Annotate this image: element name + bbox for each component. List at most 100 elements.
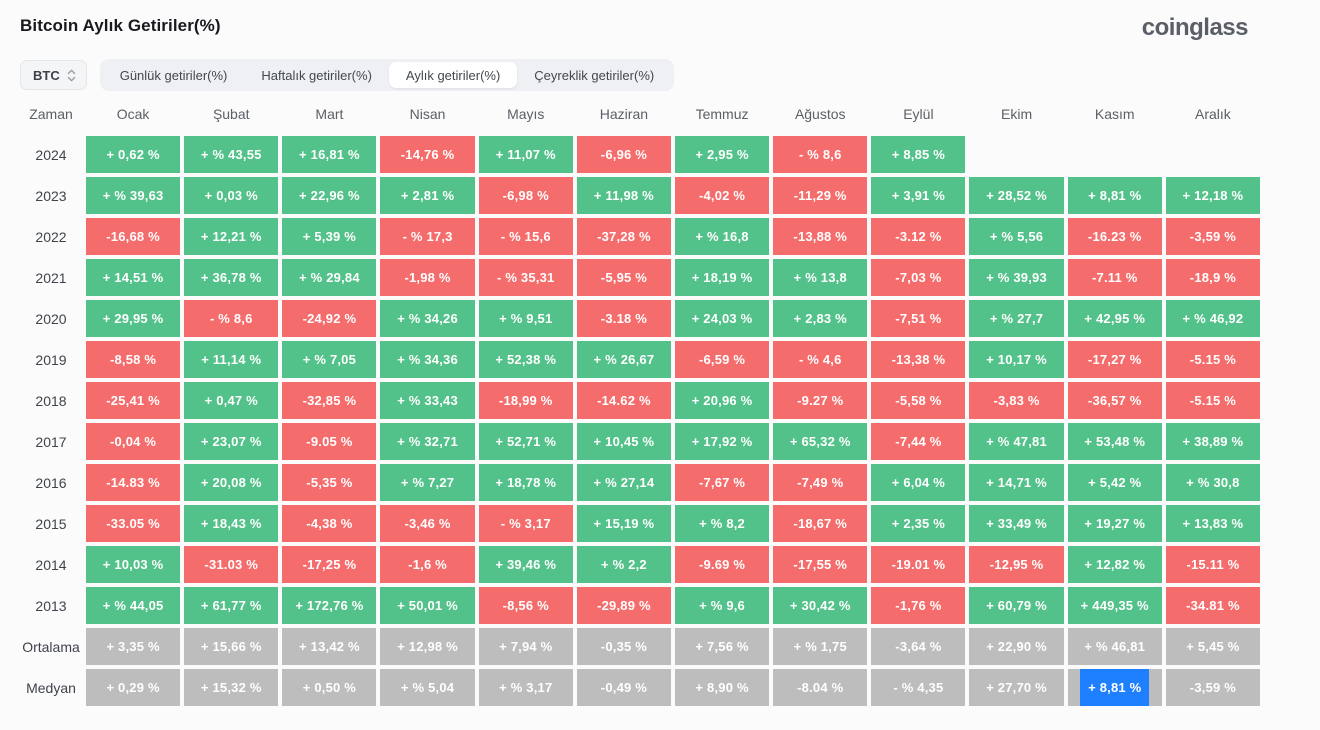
return-cell[interactable]: -18,67 % bbox=[773, 505, 868, 542]
return-cell[interactable]: + 20,96 % bbox=[674, 382, 770, 419]
return-cell[interactable]: - % 4,6 bbox=[773, 341, 868, 378]
return-cell[interactable]: -24,92 % bbox=[282, 300, 377, 337]
return-cell[interactable]: + 60,79 % bbox=[969, 587, 1064, 624]
symbol-select[interactable]: BTC bbox=[20, 60, 87, 90]
return-cell[interactable]: + 0,50 % bbox=[282, 669, 377, 706]
return-cell[interactable]: + % 33,43 bbox=[380, 382, 475, 419]
return-cell[interactable]: + % 27,7 bbox=[969, 300, 1064, 337]
return-cell[interactable]: + % 39,93 bbox=[969, 259, 1064, 296]
return-cell[interactable]: + 18,19 % bbox=[674, 259, 770, 296]
return-cell[interactable]: -16.23 % bbox=[1067, 218, 1162, 255]
return-cell[interactable]: -32,85 % bbox=[282, 382, 377, 419]
return-cell[interactable]: + 22,96 % bbox=[282, 177, 377, 214]
return-cell[interactable]: + 42,95 % bbox=[1067, 300, 1162, 337]
return-cell[interactable]: + 8,81 % bbox=[1067, 669, 1162, 706]
return-cell[interactable]: + 28,52 % bbox=[969, 177, 1064, 214]
return-cell[interactable]: -17,27 % bbox=[1067, 341, 1162, 378]
return-cell[interactable]: + % 39,63 bbox=[86, 177, 181, 214]
return-cell[interactable]: + 5,42 % bbox=[1067, 464, 1162, 501]
return-cell[interactable]: + 0,03 % bbox=[184, 177, 279, 214]
return-cell[interactable]: -14.83 % bbox=[86, 464, 181, 501]
return-cell[interactable]: -17,25 % bbox=[282, 546, 377, 583]
return-cell[interactable]: + % 5,04 bbox=[380, 669, 475, 706]
return-cell[interactable]: -34.81 % bbox=[1165, 587, 1260, 624]
return-cell[interactable]: -9.27 % bbox=[773, 382, 868, 419]
return-cell[interactable]: + % 32,71 bbox=[380, 423, 475, 460]
return-cell[interactable]: -14,76 % bbox=[380, 136, 475, 173]
return-cell[interactable]: + % 29,84 bbox=[282, 259, 377, 296]
return-cell[interactable]: + 61,77 % bbox=[184, 587, 279, 624]
return-cell[interactable]: + 22,90 % bbox=[969, 628, 1064, 665]
return-cell[interactable]: + 17,92 % bbox=[674, 423, 770, 460]
return-cell[interactable]: -8,58 % bbox=[86, 341, 181, 378]
return-cell[interactable]: -3.12 % bbox=[871, 218, 966, 255]
return-cell[interactable]: + % 44,05 bbox=[86, 587, 181, 624]
return-cell[interactable]: -19.01 % bbox=[871, 546, 966, 583]
tab-weekly-returns[interactable]: Haftalık getiriler(%) bbox=[244, 62, 389, 88]
return-cell[interactable]: - % 17,3 bbox=[380, 218, 475, 255]
return-cell[interactable]: + 12,82 % bbox=[1067, 546, 1162, 583]
return-cell[interactable]: + % 1,75 bbox=[773, 628, 868, 665]
return-cell[interactable]: -0,49 % bbox=[576, 669, 671, 706]
return-cell[interactable]: + % 9,51 bbox=[478, 300, 573, 337]
return-cell[interactable]: -4,02 % bbox=[674, 177, 770, 214]
return-cell[interactable]: -5,58 % bbox=[871, 382, 966, 419]
return-cell[interactable]: + 5,45 % bbox=[1165, 628, 1260, 665]
return-cell[interactable]: -9.05 % bbox=[282, 423, 377, 460]
return-cell[interactable]: -7,67 % bbox=[674, 464, 770, 501]
return-cell[interactable]: + 5,39 % bbox=[282, 218, 377, 255]
return-cell[interactable]: -3,83 % bbox=[969, 382, 1064, 419]
return-cell[interactable]: -0,04 % bbox=[86, 423, 181, 460]
return-cell[interactable]: + 30,42 % bbox=[773, 587, 868, 624]
return-cell[interactable]: + 18,43 % bbox=[184, 505, 279, 542]
tab-daily-returns[interactable]: Günlük getiriler(%) bbox=[103, 62, 245, 88]
return-cell[interactable]: -8,56 % bbox=[478, 587, 573, 624]
return-cell[interactable]: + 6,04 % bbox=[871, 464, 966, 501]
return-cell[interactable]: -3,64 % bbox=[871, 628, 966, 665]
return-cell[interactable]: + % 13,8 bbox=[773, 259, 868, 296]
return-cell[interactable]: -6,98 % bbox=[478, 177, 573, 214]
return-cell[interactable]: + 33,49 % bbox=[969, 505, 1064, 542]
return-cell[interactable]: -3,59 % bbox=[1165, 669, 1260, 706]
return-cell[interactable]: -29,89 % bbox=[576, 587, 671, 624]
tab-quarterly-returns[interactable]: Çeyreklik getiriler(%) bbox=[517, 62, 671, 88]
return-cell[interactable]: -3,59 % bbox=[1165, 218, 1260, 255]
return-cell[interactable]: -3.18 % bbox=[576, 300, 671, 337]
return-cell[interactable]: -1,76 % bbox=[871, 587, 966, 624]
return-cell[interactable]: + 2,81 % bbox=[380, 177, 475, 214]
return-cell[interactable]: -5,95 % bbox=[576, 259, 671, 296]
return-cell[interactable]: + % 47,81 bbox=[969, 423, 1064, 460]
return-cell[interactable]: + 449,35 % bbox=[1067, 587, 1162, 624]
return-cell[interactable]: -1,6 % bbox=[380, 546, 475, 583]
return-cell[interactable]: -11,29 % bbox=[773, 177, 868, 214]
return-cell[interactable]: -16,68 % bbox=[86, 218, 181, 255]
return-cell[interactable]: + 24,03 % bbox=[674, 300, 770, 337]
return-cell[interactable]: -9.69 % bbox=[674, 546, 770, 583]
return-cell[interactable]: + 2,83 % bbox=[773, 300, 868, 337]
return-cell[interactable]: -37,28 % bbox=[576, 218, 671, 255]
return-cell[interactable]: + % 8,2 bbox=[674, 505, 770, 542]
return-cell[interactable]: + % 3,17 bbox=[478, 669, 573, 706]
return-cell[interactable]: - % 8,6 bbox=[773, 136, 868, 173]
return-cell[interactable]: + 10,45 % bbox=[576, 423, 671, 460]
return-cell[interactable]: + 16,81 % bbox=[282, 136, 377, 173]
return-cell[interactable]: + 27,70 % bbox=[969, 669, 1064, 706]
return-cell[interactable]: + 7,56 % bbox=[674, 628, 770, 665]
return-cell[interactable]: + % 46,92 bbox=[1165, 300, 1260, 337]
return-cell[interactable]: + 2,95 % bbox=[674, 136, 770, 173]
return-cell[interactable]: + 7,94 % bbox=[478, 628, 573, 665]
return-cell[interactable]: + 11,07 % bbox=[478, 136, 573, 173]
return-cell[interactable]: + % 34,36 bbox=[380, 341, 475, 378]
return-cell[interactable]: + % 30,8 bbox=[1165, 464, 1260, 501]
return-cell[interactable]: + 3,91 % bbox=[871, 177, 966, 214]
return-cell[interactable]: + 3,35 % bbox=[86, 628, 181, 665]
return-cell[interactable]: + 14,71 % bbox=[969, 464, 1064, 501]
return-cell[interactable]: + % 43,55 bbox=[184, 136, 279, 173]
return-cell[interactable]: + % 16,8 bbox=[674, 218, 770, 255]
return-cell[interactable]: -31.03 % bbox=[184, 546, 279, 583]
return-cell[interactable]: + % 7,05 bbox=[282, 341, 377, 378]
return-cell[interactable]: + 52,71 % bbox=[478, 423, 573, 460]
return-cell[interactable]: + % 9,6 bbox=[674, 587, 770, 624]
return-cell[interactable]: + 18,78 % bbox=[478, 464, 573, 501]
return-cell[interactable]: + 11,98 % bbox=[576, 177, 671, 214]
